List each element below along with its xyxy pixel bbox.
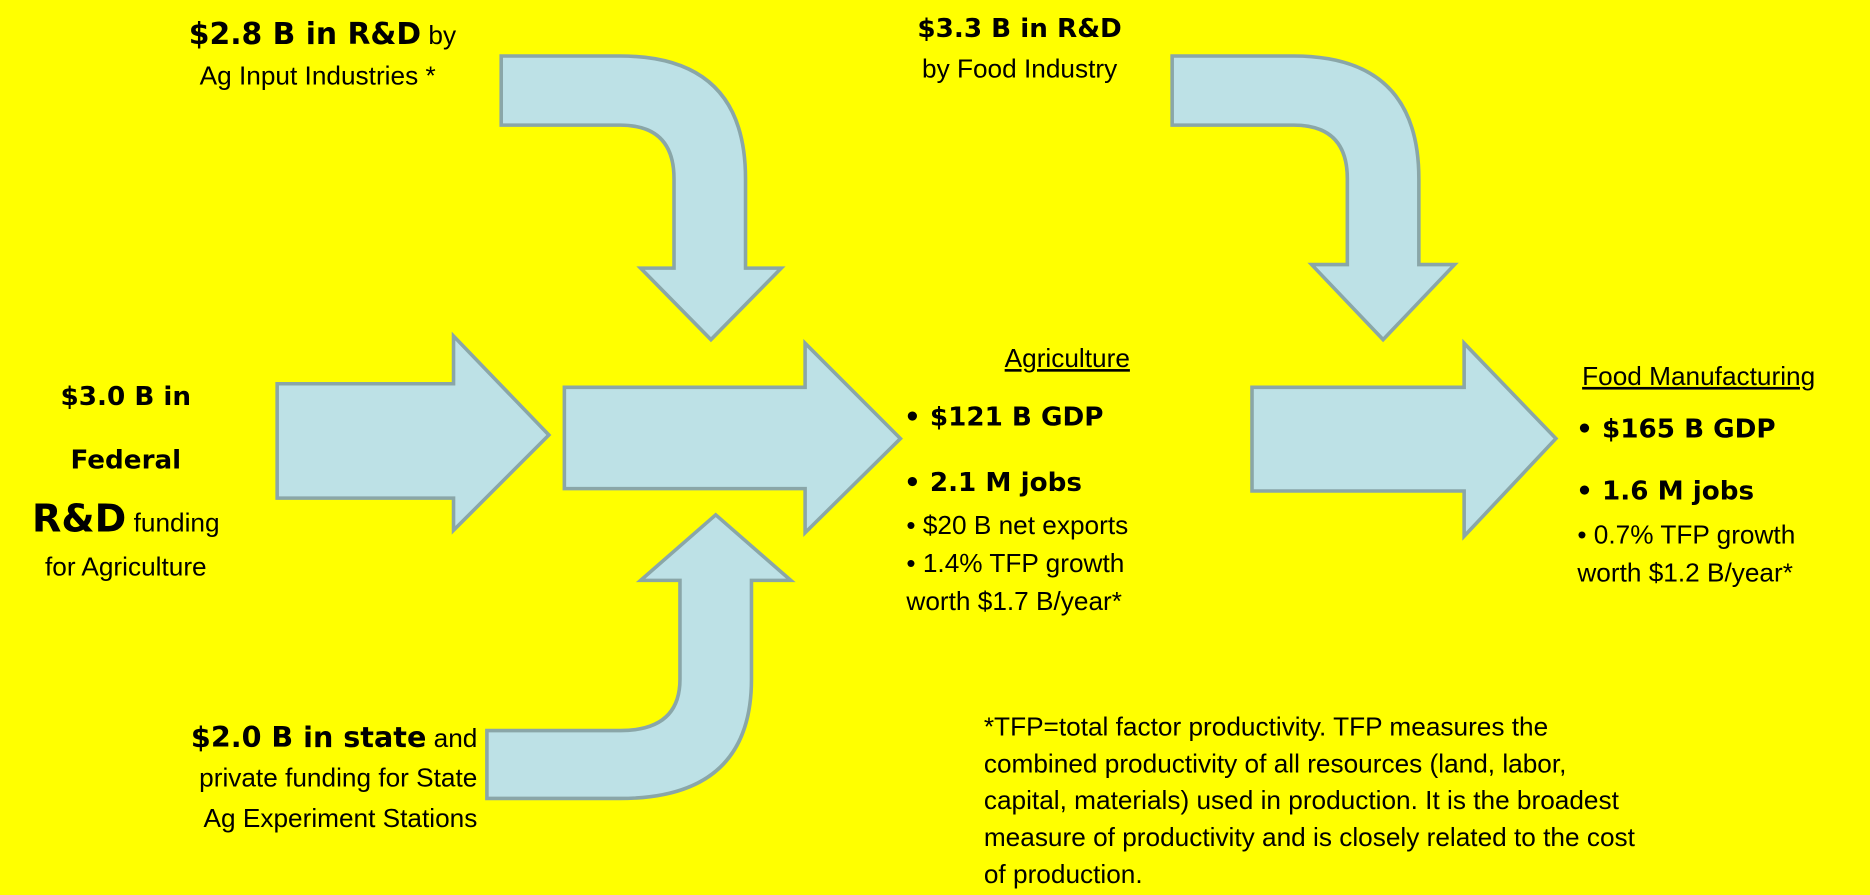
agriculture-small: worth $1.7 B/year* [905,586,1122,616]
federal-line4: for Agriculture [45,552,207,582]
arrow-state [485,512,796,801]
footnote-line: capital, materials) used in production. … [984,785,1620,815]
agriculture-small: • 1.4% TFP growth [906,548,1124,578]
ag-input-line1: $2.8 B in R&D by [189,17,457,52]
arrow-federal [275,331,552,535]
food-industry-bold: $3.3 B in R&D [917,14,1121,44]
agriculture-big: • 2.1 M jobs [904,468,1082,498]
federal-line3: R&D funding [32,497,220,541]
footnote-line: measure of productivity and is closely r… [984,822,1636,852]
food-manufacturing-small: worth $1.2 B/year* [1576,558,1793,588]
food-manufacturing-big: • 1.6 M jobs [1576,476,1754,506]
agriculture-big: • $121 B GDP [904,402,1103,432]
ag-input-line2: Ag Input Industries * [200,61,436,91]
food-manufacturing-big: • $165 B GDP [1576,414,1775,444]
agriculture-small: • $20 B net exports [906,510,1128,540]
federal-line1: $3.0 B in [61,382,192,412]
state-line1: $2.0 B in state and [191,720,477,754]
federal-rest: funding [134,508,220,538]
footnote: *TFP=total factor productivity. TFP meas… [984,711,1636,889]
state-bold: $2.0 B in state [191,720,426,754]
footnote-line: combined productivity of all resources (… [984,748,1567,778]
federal-bold: R&D [32,497,126,541]
footnote-line: of production. [984,859,1143,889]
agriculture-heading: Agriculture [1005,343,1130,373]
food-manufacturing-heading: Food Manufacturing [1582,361,1815,391]
state-rest: and [434,723,478,753]
arrow-food-industry [1170,54,1459,343]
state-line3: Ag Experiment Stations [204,803,478,833]
arrow-center [562,338,903,537]
food-manufacturing-small: • 0.7% TFP growth [1577,519,1795,549]
food-industry-line2: by Food Industry [922,53,1118,83]
ag-input-rest: by [428,20,457,50]
state-line2: private funding for State [199,763,477,793]
arrow-food-manufacturing [1250,338,1559,541]
ag-input-bold: $2.8 B in R&D [189,17,421,52]
federal-line2: Federal [70,445,181,475]
footnote-line: *TFP=total factor productivity. TFP meas… [984,711,1548,741]
arrow-ag-input [499,54,786,343]
